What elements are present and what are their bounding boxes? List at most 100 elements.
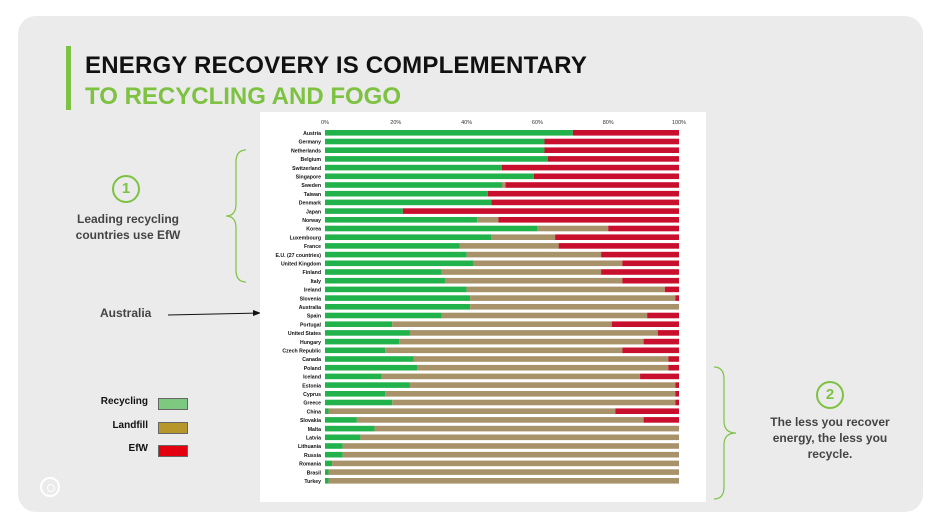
bar-segment-efw — [640, 373, 679, 380]
bar-segment-landfill — [409, 382, 676, 388]
bar-segment-efw — [498, 217, 679, 223]
bar-segment-recycling — [325, 156, 549, 162]
category-label: Romania — [299, 462, 321, 468]
bar-segment-landfill — [342, 443, 679, 449]
category-label: Latvia — [306, 436, 321, 442]
category-label: United Kingdom — [281, 262, 321, 268]
brand-logo-icon — [40, 477, 60, 497]
category-label: Switzerland — [292, 166, 321, 172]
bar-segment-recycling — [325, 173, 534, 180]
category-label: Spain — [307, 314, 321, 320]
bar-segment-efw — [487, 190, 679, 197]
category-label: Slovenia — [300, 296, 321, 302]
bar-segment-efw — [611, 321, 679, 327]
bar-segment-landfill — [466, 251, 602, 258]
category-label: Portugal — [300, 322, 322, 328]
bar-segment-efw — [675, 295, 679, 301]
category-label: Turkey — [304, 479, 321, 485]
chart-svg: 0% 20% 40% 60% 80% 100% Austria Germany Netherla… — [275, 120, 686, 485]
bar-segment-recycling — [325, 417, 357, 423]
title-line1: ENERGY RECOVERY IS COMPLEMENTARY — [85, 52, 588, 79]
bar-segment-recycling — [325, 460, 333, 467]
category-label: Iceland — [303, 375, 321, 381]
bar-segment-recycling — [325, 338, 400, 345]
category-label: Lithuania — [298, 444, 321, 450]
category-label: Austria — [303, 131, 321, 137]
category-label: Sweden — [301, 183, 321, 189]
bar-segment-efw — [668, 356, 679, 362]
bar-segment-efw — [643, 417, 679, 423]
bar-segment-recycling — [325, 147, 545, 153]
bar-segment-landfill — [342, 451, 679, 458]
bar-segment-landfill — [328, 469, 679, 475]
category-label: United States — [288, 331, 321, 337]
bar-segment-recycling — [325, 130, 573, 136]
bar-segment-landfill — [445, 277, 623, 284]
bar-segment-recycling — [325, 451, 343, 458]
bar-segment-recycling — [325, 225, 538, 232]
category-label: Brasil — [307, 470, 322, 476]
bar-segment-recycling — [325, 251, 467, 258]
bar-segment-recycling — [325, 295, 471, 301]
callout1-text: Leading recycling countries use EfW — [58, 211, 198, 243]
category-label: Ireland — [304, 288, 321, 294]
category-label: Russia — [304, 453, 321, 459]
bar-segment-recycling — [325, 434, 361, 441]
category-label: Netherlands — [291, 148, 321, 154]
bar-segment-recycling — [325, 330, 410, 336]
legend-label-efw: EfW — [128, 443, 148, 454]
x-tick-label: 20% — [390, 120, 401, 126]
category-label: Taiwan — [304, 192, 321, 198]
callout2-text-line2: energy, the less you — [772, 431, 888, 445]
callout1-number: 1 — [121, 180, 131, 197]
title-line2: TO RECYCLING AND FOGO — [85, 83, 402, 110]
bar-segment-recycling — [325, 243, 460, 249]
bar-segment-recycling — [325, 304, 471, 310]
bar-segment-recycling — [325, 312, 442, 319]
category-label: Belgium — [301, 157, 322, 163]
bar-segment-efw — [544, 147, 679, 153]
category-label: Greece — [303, 401, 321, 407]
bar-segment-recycling — [325, 208, 403, 214]
bar-segment-efw — [608, 225, 679, 232]
bar-segment-landfill — [459, 243, 559, 249]
bar-segment-recycling — [325, 382, 410, 388]
bar-segment-landfill — [477, 217, 499, 223]
stacked-bar-chart: 0% 20% 40% 60% 80% 100% Austria Germany Netherla… — [260, 112, 706, 502]
bar-segment-efw — [647, 312, 679, 319]
callout1-text-line2: countries use EfW — [75, 228, 181, 242]
bar-segment-landfill — [392, 399, 676, 406]
category-label: Italy — [311, 279, 321, 285]
bar-segment-recycling — [325, 234, 492, 240]
bar-segment-recycling — [325, 356, 414, 362]
bar-segment-efw — [664, 286, 679, 293]
australia-label: Australia — [100, 306, 152, 320]
category-label: Korea — [306, 227, 321, 233]
category-label: Czech Republic — [282, 349, 321, 355]
title-accent-bar — [66, 46, 71, 110]
category-label: Australia — [299, 305, 321, 311]
bar-segment-efw — [544, 138, 679, 145]
bar-segment-efw — [675, 382, 679, 388]
x-tick-label: 60% — [532, 120, 543, 126]
bar-segment-landfill — [417, 364, 669, 371]
bar-segment-efw — [502, 164, 679, 171]
category-label: China — [307, 409, 322, 415]
category-label: Cyprus — [303, 392, 321, 398]
bar-segment-recycling — [325, 373, 382, 380]
bar-segment-recycling — [325, 399, 393, 406]
bar-segment-efw — [601, 269, 679, 275]
bar-segment-landfill — [392, 321, 612, 327]
bar-segment-recycling — [325, 364, 418, 371]
bar-segment-recycling — [325, 347, 386, 354]
category-label: Canada — [302, 357, 321, 363]
bar-segment-recycling — [325, 190, 488, 197]
bar-segment-landfill — [356, 417, 644, 423]
category-label: Poland — [304, 366, 321, 372]
bar-segment-efw — [548, 156, 679, 162]
left-brace — [225, 149, 247, 283]
bar-segment-landfill — [470, 304, 679, 310]
bar-segment-recycling — [325, 408, 329, 414]
category-label: Estonia — [302, 383, 321, 389]
x-tick-label: 100% — [672, 120, 686, 126]
